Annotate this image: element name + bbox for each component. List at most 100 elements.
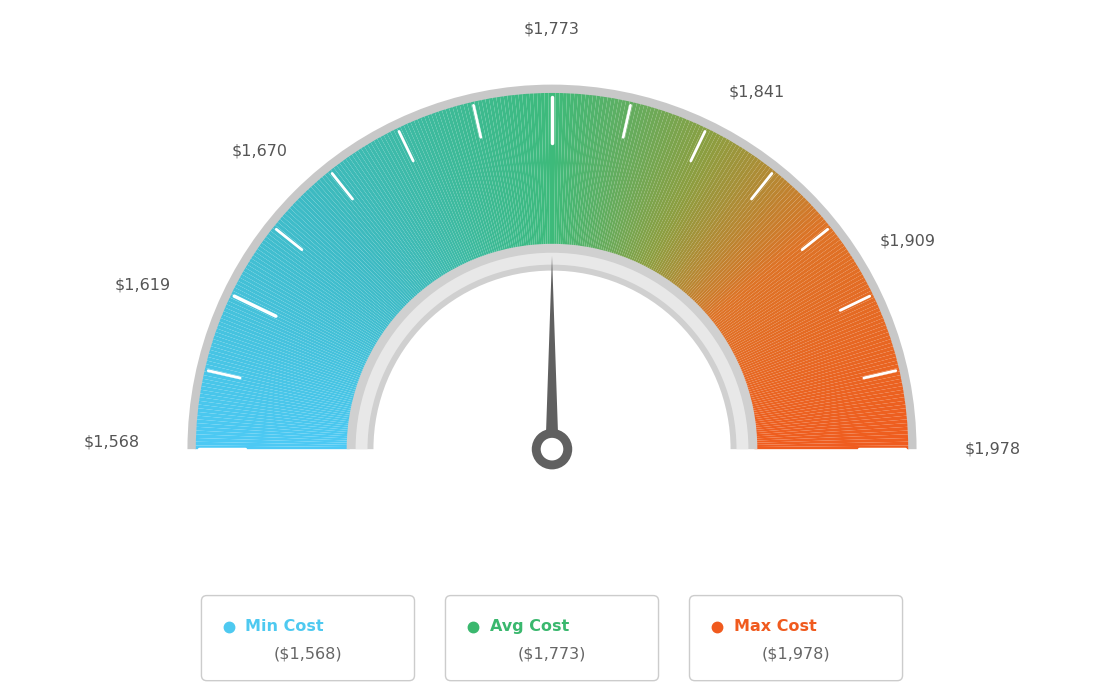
- Text: ($1,773): ($1,773): [518, 647, 586, 662]
- Wedge shape: [739, 310, 882, 373]
- Wedge shape: [354, 150, 442, 281]
- Wedge shape: [390, 129, 463, 269]
- Wedge shape: [742, 328, 889, 383]
- Wedge shape: [752, 393, 905, 420]
- Wedge shape: [299, 194, 411, 306]
- Wedge shape: [561, 92, 571, 247]
- Wedge shape: [745, 346, 895, 393]
- Wedge shape: [754, 426, 909, 439]
- Wedge shape: [240, 274, 375, 352]
- Wedge shape: [227, 297, 369, 365]
- Wedge shape: [199, 397, 352, 422]
- Wedge shape: [279, 216, 399, 319]
- Wedge shape: [635, 123, 701, 265]
- Wedge shape: [333, 165, 429, 289]
- Text: $1,670: $1,670: [232, 144, 287, 159]
- Wedge shape: [549, 92, 552, 247]
- Wedge shape: [202, 375, 354, 409]
- Wedge shape: [669, 158, 762, 286]
- Wedge shape: [569, 93, 585, 248]
- Wedge shape: [217, 321, 363, 379]
- Wedge shape: [580, 95, 604, 249]
- Circle shape: [532, 429, 572, 469]
- Wedge shape: [417, 117, 478, 262]
- Wedge shape: [753, 401, 906, 424]
- Wedge shape: [427, 113, 484, 259]
- Wedge shape: [533, 92, 543, 247]
- Wedge shape: [751, 382, 903, 413]
- Wedge shape: [195, 438, 350, 445]
- Wedge shape: [707, 219, 827, 320]
- Wedge shape: [295, 199, 407, 309]
- Wedge shape: [438, 110, 489, 257]
- Wedge shape: [754, 442, 909, 447]
- Wedge shape: [684, 179, 788, 297]
- Wedge shape: [693, 194, 805, 306]
- Wedge shape: [361, 146, 445, 278]
- Wedge shape: [213, 332, 361, 384]
- Wedge shape: [195, 420, 350, 434]
- Wedge shape: [744, 339, 893, 388]
- Wedge shape: [222, 310, 365, 373]
- Wedge shape: [671, 160, 765, 287]
- Wedge shape: [342, 158, 435, 286]
- Wedge shape: [754, 423, 909, 437]
- Wedge shape: [696, 197, 807, 308]
- Wedge shape: [197, 408, 351, 428]
- Wedge shape: [736, 304, 880, 368]
- Wedge shape: [355, 253, 749, 449]
- Wedge shape: [681, 174, 783, 295]
- Wedge shape: [753, 415, 907, 432]
- Wedge shape: [205, 360, 355, 401]
- Wedge shape: [731, 280, 869, 355]
- Wedge shape: [603, 104, 645, 254]
- Wedge shape: [370, 140, 450, 275]
- Wedge shape: [223, 307, 367, 371]
- Wedge shape: [201, 379, 353, 411]
- Wedge shape: [330, 167, 428, 290]
- Wedge shape: [198, 404, 351, 426]
- Wedge shape: [623, 115, 680, 260]
- Wedge shape: [737, 307, 881, 371]
- Wedge shape: [470, 101, 508, 252]
- Wedge shape: [199, 393, 352, 420]
- Wedge shape: [556, 92, 563, 247]
- Text: $1,619: $1,619: [115, 277, 171, 292]
- Wedge shape: [611, 107, 659, 256]
- Wedge shape: [648, 135, 724, 272]
- Wedge shape: [664, 152, 753, 282]
- Wedge shape: [592, 99, 626, 251]
- Wedge shape: [431, 112, 486, 259]
- Wedge shape: [406, 121, 471, 264]
- Wedge shape: [740, 317, 885, 377]
- Wedge shape: [210, 342, 359, 391]
- Wedge shape: [590, 99, 623, 250]
- Wedge shape: [195, 431, 350, 441]
- Wedge shape: [195, 426, 350, 439]
- Wedge shape: [552, 92, 555, 247]
- Wedge shape: [327, 169, 426, 292]
- Wedge shape: [751, 379, 903, 411]
- Wedge shape: [220, 314, 364, 375]
- Wedge shape: [554, 92, 560, 247]
- Wedge shape: [336, 162, 432, 288]
- Text: Max Cost: Max Cost: [733, 620, 816, 635]
- Wedge shape: [566, 93, 582, 248]
- Wedge shape: [195, 442, 350, 447]
- Wedge shape: [721, 252, 851, 339]
- Wedge shape: [231, 290, 371, 361]
- Wedge shape: [636, 124, 704, 266]
- Wedge shape: [689, 186, 796, 302]
- Wedge shape: [435, 110, 488, 258]
- Wedge shape: [701, 208, 817, 314]
- FancyBboxPatch shape: [446, 595, 658, 680]
- Wedge shape: [746, 350, 896, 395]
- Wedge shape: [582, 96, 608, 249]
- Wedge shape: [287, 208, 403, 314]
- Wedge shape: [197, 412, 351, 430]
- Text: Avg Cost: Avg Cost: [489, 620, 569, 635]
- Wedge shape: [753, 404, 906, 426]
- Text: ($1,568): ($1,568): [274, 647, 342, 662]
- Wedge shape: [752, 397, 905, 422]
- Wedge shape: [742, 325, 888, 381]
